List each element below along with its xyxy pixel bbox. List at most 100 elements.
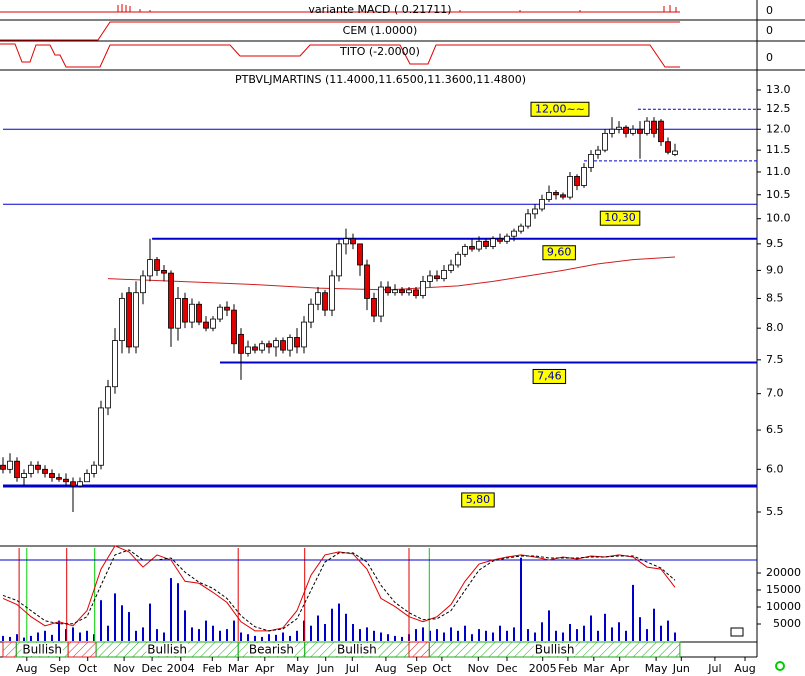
- volume-bar: [58, 620, 60, 641]
- candle-body: [588, 154, 594, 168]
- candle-body: [392, 289, 398, 294]
- candle-body: [336, 243, 342, 277]
- volume-bar: [632, 584, 634, 641]
- y-tick-label: 8.5: [766, 291, 784, 304]
- y-tick-label: 12.5: [766, 102, 791, 115]
- candle-body: [42, 468, 48, 474]
- x-tick-label: Feb: [558, 662, 577, 675]
- x-tick-label: Apr: [610, 662, 630, 675]
- candle-body: [308, 303, 314, 323]
- candle-body: [77, 481, 83, 487]
- x-tick-label: Aug: [375, 662, 396, 675]
- candle-body: [119, 298, 125, 342]
- candle-body: [567, 176, 573, 198]
- y-tick-label: 9.5: [766, 237, 784, 250]
- volume-bar: [583, 625, 585, 641]
- volume-bar: [2, 635, 4, 641]
- volume-tick-label: 5000: [773, 617, 801, 630]
- volume-bar: [121, 605, 123, 641]
- candle-body: [112, 340, 118, 388]
- volume-bar: [576, 629, 578, 641]
- candle-body: [343, 238, 349, 245]
- candle-body: [665, 141, 671, 153]
- x-tick-label: Jul: [345, 662, 359, 675]
- volume-bar: [520, 557, 522, 641]
- candle-body: [469, 246, 475, 250]
- volume-bar: [16, 634, 18, 641]
- candle-body: [553, 192, 559, 196]
- candle-body: [224, 306, 230, 311]
- volume-bar: [485, 630, 487, 641]
- trend-label-bg: [146, 643, 189, 656]
- level-label-box: [532, 368, 567, 384]
- candle-body: [574, 176, 580, 186]
- candle-body: [203, 321, 209, 329]
- trend-label: Bearish: [249, 643, 294, 657]
- y-tick-label: 5.5: [766, 505, 784, 518]
- candle-body: [7, 460, 13, 470]
- volume-bar: [590, 615, 592, 641]
- volume-bar: [72, 627, 74, 641]
- candle-body: [182, 298, 188, 323]
- volume-bar: [611, 627, 613, 641]
- x-tick-label: Dec: [496, 662, 517, 675]
- x-tick-label: 2004: [167, 662, 195, 675]
- volume-bar: [373, 630, 375, 641]
- candle-body: [357, 243, 363, 266]
- trend-label-bg: [335, 643, 378, 656]
- candle-body: [14, 460, 20, 478]
- candle-body: [637, 128, 643, 134]
- x-tick-label: Aug: [734, 662, 755, 675]
- candle-body: [35, 464, 41, 470]
- volume-bar: [324, 624, 326, 641]
- x-tick-label: Mar: [228, 662, 249, 675]
- volume-bar: [443, 632, 445, 641]
- candle-body: [133, 292, 139, 348]
- indicator-tick-label: 0: [766, 4, 773, 17]
- volume-bar: [310, 625, 312, 641]
- candle-body: [329, 275, 335, 311]
- y-tick-label: 10.5: [766, 188, 791, 201]
- candle-body: [217, 306, 223, 320]
- candle-body: [161, 269, 167, 274]
- volume-bar: [436, 629, 438, 641]
- candle-body: [378, 286, 384, 317]
- volume-bar: [513, 627, 515, 641]
- level-label: 5,80: [466, 493, 491, 506]
- volume-bar: [569, 624, 571, 641]
- x-tick-label: Sep: [49, 662, 70, 675]
- volume-bar: [23, 637, 25, 641]
- volume-bar: [205, 620, 207, 641]
- icon[interactable]: [730, 627, 744, 637]
- trend-label: Bullish: [535, 643, 575, 657]
- candle-body: [448, 264, 454, 271]
- trend-label: Bullish: [337, 643, 377, 657]
- volume-bar: [149, 603, 151, 641]
- candle-body: [455, 253, 461, 266]
- candle-body: [28, 464, 34, 474]
- volume-bar: [646, 629, 648, 641]
- candle-body: [287, 337, 293, 351]
- volume-bar: [163, 632, 165, 641]
- volume-bar: [212, 625, 214, 641]
- volume-bar: [415, 629, 417, 641]
- candle-body: [434, 275, 440, 280]
- volume-bar: [219, 630, 221, 641]
- volume-bar: [625, 630, 627, 641]
- volume-bar: [653, 608, 655, 641]
- y-tick-label: 8.0: [766, 321, 784, 334]
- candle-body: [140, 275, 146, 294]
- candle-body: [280, 340, 286, 351]
- volume-bar: [331, 608, 333, 641]
- y-tick-label: 10.0: [766, 212, 791, 225]
- moving-average: [107, 256, 676, 291]
- volume-bar: [9, 636, 11, 641]
- candle-body: [294, 337, 300, 348]
- candle-body: [602, 132, 608, 151]
- candle-body: [595, 149, 601, 155]
- trend-segment: [67, 641, 97, 658]
- volume-bar: [359, 629, 361, 641]
- trend-segment: [2, 641, 17, 658]
- y-tick-label: 7.0: [766, 387, 784, 400]
